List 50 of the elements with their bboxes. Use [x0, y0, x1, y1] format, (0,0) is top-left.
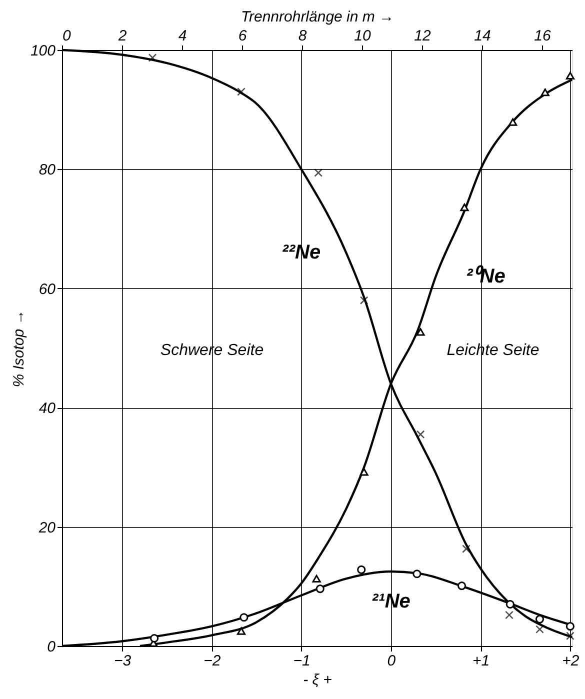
point: [416, 430, 425, 439]
y-axis-title: % Isotop →: [10, 310, 28, 388]
point: [457, 582, 466, 590]
x-tick-label: +2: [562, 652, 580, 670]
x-tick-label: +1: [472, 652, 490, 670]
y-tick-label: 0: [47, 638, 56, 656]
x2-tick-label: 14: [474, 28, 491, 44]
y-tick-label: 100: [30, 42, 56, 60]
point: [508, 118, 518, 126]
point: [535, 614, 544, 624]
point: [316, 584, 324, 594]
point: [360, 468, 368, 476]
point: [240, 613, 248, 622]
x2-tick-label: 6: [238, 28, 248, 44]
x-tick-label: 0: [387, 652, 396, 670]
x-tick-label: −2: [204, 652, 222, 670]
point: [360, 296, 368, 305]
x2-tick-label: 10: [354, 28, 372, 44]
point: [237, 88, 246, 96]
x2-tick-label: 12: [414, 28, 432, 44]
x2-tick-label: 8: [298, 28, 308, 44]
point: [536, 625, 544, 634]
y-tick-label: 60: [38, 280, 56, 298]
point: [148, 54, 157, 62]
x-axis-title: - ξ +: [303, 672, 332, 688]
point: [462, 544, 470, 554]
point: [312, 574, 321, 582]
point: [416, 328, 425, 336]
point: [460, 204, 469, 212]
x2-tick-label: 16: [534, 28, 552, 44]
point: [412, 570, 422, 578]
x2-tick-label: 0: [62, 28, 72, 44]
point: [357, 565, 366, 574]
point: [236, 627, 246, 635]
x2-axis-title: Trennrohrlänge in m →: [240, 8, 394, 26]
point: [566, 622, 574, 631]
x2-tick-label: 2: [117, 28, 128, 44]
x2-tick-label: 4: [178, 28, 187, 44]
x-tick-label: −3: [114, 652, 132, 670]
point: [540, 88, 550, 96]
point: [566, 72, 574, 80]
point: [314, 168, 323, 177]
point: [566, 632, 574, 640]
y-tick-label: 40: [38, 400, 56, 418]
x-tick-label: −1: [293, 652, 310, 670]
point: [150, 634, 159, 643]
point: [506, 600, 514, 609]
y-tick-label: 20: [38, 519, 56, 536]
point: [505, 610, 514, 620]
y-tick-label: 80: [38, 162, 56, 179]
